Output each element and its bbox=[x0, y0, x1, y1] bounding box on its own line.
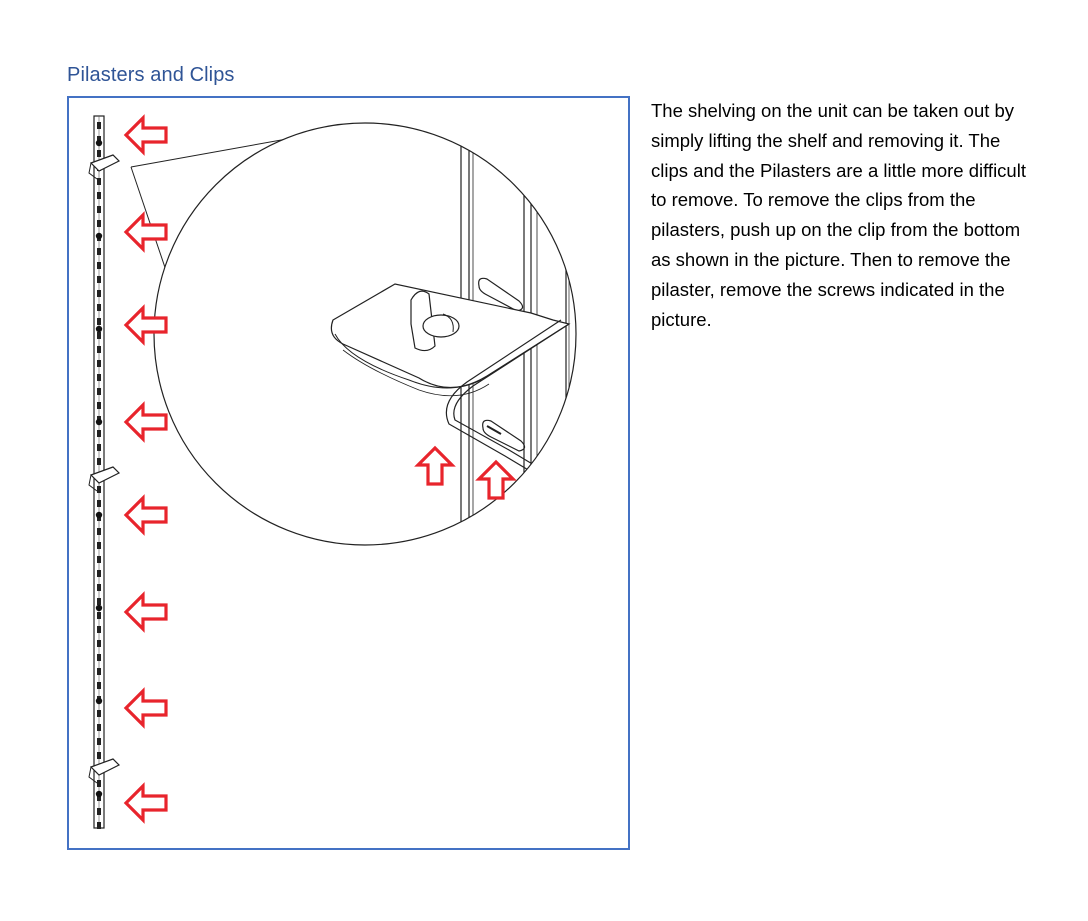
instruction-text: The shelving on the unit can be taken ou… bbox=[651, 100, 1026, 330]
left-arrow-4 bbox=[123, 401, 168, 443]
magnified-view bbox=[153, 122, 577, 546]
pilaster-diagram bbox=[67, 96, 630, 850]
up-arrow-1 bbox=[414, 445, 456, 486]
left-arrow-5 bbox=[123, 494, 168, 536]
magnified-pilaster bbox=[330, 123, 576, 545]
left-arrow-6 bbox=[123, 591, 168, 633]
push-up-arrows bbox=[414, 445, 517, 500]
strip-clips bbox=[88, 154, 121, 784]
left-arrow-8 bbox=[123, 782, 168, 824]
up-arrow-2 bbox=[475, 459, 517, 500]
section-heading: Pilasters and Clips bbox=[67, 64, 235, 86]
left-arrow-1 bbox=[123, 114, 168, 156]
left-arrow-2 bbox=[123, 211, 168, 253]
left-arrow-7 bbox=[123, 687, 168, 729]
left-arrow-3 bbox=[123, 304, 168, 346]
screw-arrows bbox=[123, 114, 168, 824]
